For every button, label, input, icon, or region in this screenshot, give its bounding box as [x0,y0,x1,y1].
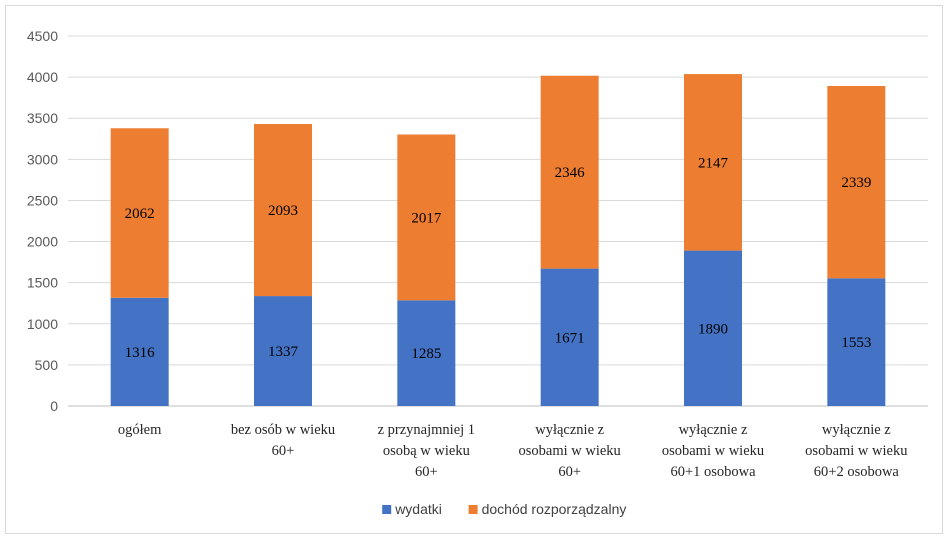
data-label: 2346 [555,165,586,181]
category-label-line: 60+ [415,464,438,480]
data-label: 1890 [698,321,728,337]
stacked-bar-chart: 0 500 1000 1500 2000 2500 3000 3500 4000 4500 131… [27,28,928,517]
legend-item: wydatki [382,501,442,517]
legend: wydatki dochód rozporządzalny [382,501,626,517]
category-label-line: 60+ [272,443,295,459]
data-label: 2093 [268,203,298,219]
y-tick-label: 3500 [27,110,58,126]
category-label-line: 60+1 osobowa [670,464,756,480]
legend-swatch [468,505,478,514]
x-axis-category-labels: ogółem bez osób w wieku 60+z przynajmniej … [118,422,908,480]
category-label: z przynajmniej 1 osobą w wieku 60+ [378,422,475,480]
y-tick-label: 500 [35,357,59,373]
y-tick-label: 3000 [27,151,58,167]
legend-item: dochód rozporządzalny [468,501,627,517]
category-label-line: osobami w wieku [662,443,764,459]
chart-frame: 0 500 1000 1500 2000 2500 3000 3500 4000 4500 131… [5,5,943,534]
y-tick-label: 1000 [27,316,58,332]
data-label: 1671 [555,330,585,346]
y-tick-label: 0 [50,398,58,414]
category-label: bez osób w wieku 60+ [231,422,335,459]
category-label-line: osobami w wieku [805,443,907,459]
category-label-line: 60+ [558,464,581,480]
data-label: 1553 [841,335,871,351]
bar-segment-wydatki [827,278,886,406]
category-label-line: wyłącznie z [822,422,891,438]
category-label-line: osobami w wieku [519,443,621,459]
legend-swatch [382,505,392,514]
category-label-line: wyłącznie z [679,422,748,438]
category-label: wyłącznie z osobami w wieku 60+1 osobowa [662,422,764,480]
category-label-line: z przynajmniej 1 [378,422,475,438]
category-label-line: bez osób w wieku [231,422,335,438]
bars [110,74,886,406]
bar-segment-dochód-rozporządzalny [254,123,312,297]
gridlines [68,35,928,407]
data-label: 2017 [411,210,442,226]
legend-label: dochód rozporządzalny [482,501,627,517]
bar-segment-wydatki [110,297,169,406]
data-label: 1285 [411,346,441,362]
y-tick-label: 1500 [27,275,58,291]
bar-segment-wydatki [684,250,742,406]
y-tick-label: 4500 [27,28,58,44]
bar-segment-wydatki [540,268,599,406]
bar-segment-dochód-rozporządzalny [397,134,456,301]
category-label-line: wyłącznie z [535,422,604,438]
data-label: 1316 [125,345,156,361]
bar-segment-dochód-rozporządzalny [684,74,742,251]
y-tick-label: 2000 [27,234,58,250]
category-label-line: osobą w wieku [383,443,470,459]
bar-segment-wydatki [397,300,456,406]
category-label: wyłącznie z osobami w wieku 60+2 osobowa [805,422,907,480]
bar-segment-dochód-rozporządzalny [110,128,169,298]
bar-segment-dochód-rozporządzalny [827,85,886,279]
category-label-line: ogółem [118,422,162,438]
data-label: 2339 [841,175,871,191]
bar-segment-dochód-rozporządzalny [540,75,599,269]
data-label: 2147 [698,155,729,171]
y-tick-label: 4000 [27,69,58,85]
legend-label: wydatki [394,501,442,517]
bar-segment-wydatki [254,296,312,406]
data-label: 2062 [125,206,155,222]
data-labels: 1316 2062 1337 2093 1285 2017 1671 2346 1890 2147… [125,155,872,362]
category-label-line: 60+2 osobowa [814,464,900,480]
y-tick-label: 2500 [27,192,58,208]
y-axis-tick-labels: 0 500 1000 1500 2000 2500 3000 3500 4000 4500 [27,28,58,414]
data-label: 1337 [268,344,299,360]
category-label: ogółem [118,422,162,438]
category-label: wyłącznie z osobami w wieku 60+ [519,422,621,480]
